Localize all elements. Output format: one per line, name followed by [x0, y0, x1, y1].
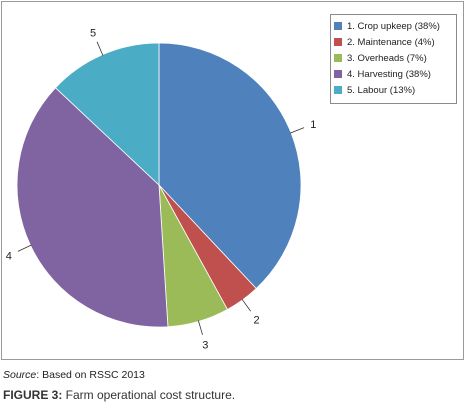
leader-line-5	[96, 41, 104, 56]
legend-item-4: 4. Harvesting (38%)	[334, 66, 456, 82]
legend-label-4: 4. Harvesting (38%)	[347, 68, 431, 80]
figure-caption: FIGURE 3: Farm operational cost structur…	[3, 388, 235, 402]
legend-item-1: 1. Crop upkeep (38%)	[334, 18, 456, 34]
chart-frame: 1 2 3 4 5 1. Crop upkeep (38%) 2. Maintenance…	[1, 1, 464, 360]
leader-line-3	[197, 320, 203, 335]
leader-line-4	[17, 244, 32, 252]
slice-label-3: 3	[202, 339, 208, 351]
legend-item-5: 5. Labour (13%)	[334, 82, 456, 98]
slice-label-4: 4	[6, 251, 12, 263]
legend-swatch-4	[334, 70, 342, 78]
legend-label-1: 1. Crop upkeep (38%)	[347, 20, 440, 32]
slice-label-5: 5	[90, 28, 96, 40]
legend-item-3: 3. Overheads (7%)	[334, 50, 456, 66]
leader-line-2	[241, 298, 252, 312]
legend-swatch-1	[334, 22, 342, 30]
pie-chart: 1 2 3 4 5	[6, 28, 317, 352]
leader-line-1	[289, 127, 305, 134]
slice-label-1: 1	[310, 119, 316, 131]
legend-label-2: 2. Maintenance (4%)	[347, 36, 435, 48]
source-label: Source	[3, 369, 37, 381]
legend-swatch-3	[334, 54, 342, 62]
figure-label: FIGURE 3:	[3, 388, 63, 402]
legend-label-5: 5. Labour (13%)	[347, 84, 416, 96]
legend: 1. Crop upkeep (38%) 2. Maintenance (4%) 3…	[330, 14, 457, 104]
legend-label-3: 3. Overheads (7%)	[347, 52, 427, 64]
legend-swatch-2	[334, 38, 342, 46]
legend-item-2: 2. Maintenance (4%)	[334, 34, 456, 50]
legend-swatch-5	[334, 86, 342, 94]
slice-label-2: 2	[254, 314, 260, 326]
figure-text: Farm operational cost structure.	[62, 388, 236, 402]
source-note: Source: Based on RSSC 2013	[3, 369, 145, 381]
source-text: : Based on RSSC 2013	[36, 369, 145, 381]
